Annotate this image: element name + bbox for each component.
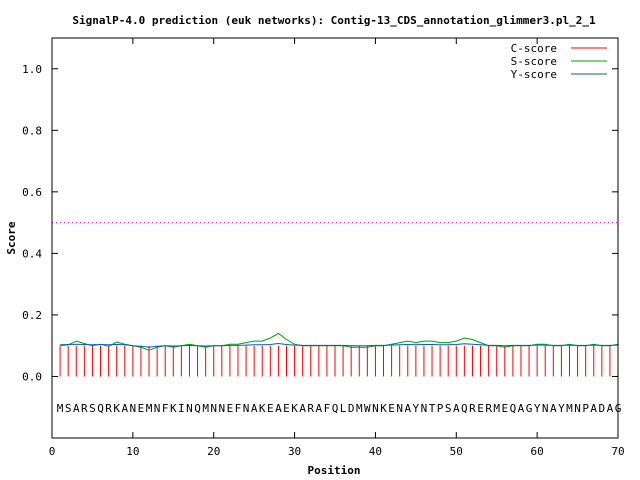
sequence-letter: D [348,402,355,415]
sequence-letter: M [202,402,209,415]
sequence-letter: N [130,402,137,415]
sequence-letter: R [307,402,314,415]
legend-label: S-score [511,55,557,68]
x-tick-label: 70 [611,445,624,458]
y-axis: 0.0 0.2 0.4 0.6 0.8 1.0 [22,63,618,383]
sequence-letter: A [550,402,557,415]
sequence-letter: N [154,402,161,415]
sequence-letter: E [501,402,508,415]
sequence-letter: N [542,402,549,415]
sequence-letter: N [372,402,379,415]
legend-label: Y-score [511,68,557,81]
sequence-letter: S [445,402,452,415]
sequence-letter: A [275,402,282,415]
y-tick-label: 0.8 [22,124,42,137]
sequence-letter: Q [97,402,104,415]
legend-label: C-score [511,42,557,55]
x-axis-label: Position [308,464,361,477]
sequence-letter: M [57,402,64,415]
y-tick-label: 0.2 [22,309,42,322]
sequence-letter: Q [510,402,517,415]
sequence-letter: A [518,402,525,415]
sequence-letter: M [356,402,363,415]
sequence-letter: S [65,402,72,415]
sequence-letter: E [477,402,484,415]
sequence-letter: R [81,402,88,415]
sequence-letter: M [566,402,573,415]
sequence-letter: L [340,402,347,415]
sequence-letter: N [186,402,193,415]
sequence-letter: G [615,402,622,415]
sequence-letter: A [299,402,306,415]
sequence-letter: P [437,402,444,415]
x-tick-label: 20 [207,445,220,458]
sequence-letter: I [178,402,185,415]
x-tick-label: 60 [531,445,544,458]
sequence-letter: W [364,402,371,415]
sequence-letter: R [485,402,492,415]
sequence-letter: N [210,402,217,415]
x-tick-label: 10 [126,445,139,458]
x-tick-label: 40 [369,445,382,458]
sequence-letter: Q [461,402,468,415]
y-tick-label: 0.6 [22,186,42,199]
y-tick-label: 0.4 [22,247,42,260]
sequence-letter: A [121,402,128,415]
y-score-line [60,342,619,348]
chart-title: SignalP-4.0 prediction (euk networks): C… [72,14,596,27]
sequence-letter: N [396,402,403,415]
sequence-letter: K [170,402,177,415]
sequence-letter: A [251,402,258,415]
x-tick-label: 30 [288,445,301,458]
sequence-letter: K [291,402,298,415]
y-tick-label: 1.0 [22,63,42,76]
sequence-letter: A [73,402,80,415]
sequence-letter: D [599,402,606,415]
sequence-letter: Q [194,402,201,415]
sequence-letter: E [138,402,145,415]
y-tick-label: 0.0 [22,370,42,383]
x-axis: 0 10 20 30 40 50 60 70 [49,38,625,458]
sequence-letter: F [324,402,331,415]
sequence-letter: N [421,402,428,415]
sequence-letter: R [105,402,112,415]
sequence-letter: P [582,402,589,415]
sequence-letter: A [453,402,460,415]
sequence-letter: K [113,402,120,415]
x-tick-label: 50 [450,445,463,458]
sequence-letter: N [218,402,225,415]
plot-frame [51,37,619,439]
x-tick-label: 0 [49,445,56,458]
sequence-letter: M [146,402,153,415]
sequence-letter: F [162,402,169,415]
sequence-letter: A [404,402,411,415]
sequence-letter: Y [534,402,541,415]
sequence-letter: A [590,402,597,415]
s-score-line [60,332,619,351]
sequence-letter: K [380,402,387,415]
sequence-letter: R [469,402,476,415]
sequence-letter: F [235,402,242,415]
sequence-letter: K [259,402,266,415]
sequence-letter: E [388,402,395,415]
sequence-letter: T [429,402,436,415]
sequence-letter: Y [413,402,420,415]
sequence-letter: M [493,402,500,415]
sequence-letter: N [574,402,581,415]
sequence-letter: G [526,402,533,415]
sequence-letter: N [243,402,250,415]
sequence-letter: A [607,402,614,415]
sequence-letter: Y [558,402,565,415]
plot-area [52,222,619,377]
sequence-letter: E [227,402,234,415]
sequence-letter: Q [332,402,339,415]
sequence-letter: S [89,402,96,415]
y-axis-label: Score [5,221,18,254]
sequence-letter: A [316,402,323,415]
sequence-letter: E [283,402,290,415]
sequence-letter: E [267,402,274,415]
